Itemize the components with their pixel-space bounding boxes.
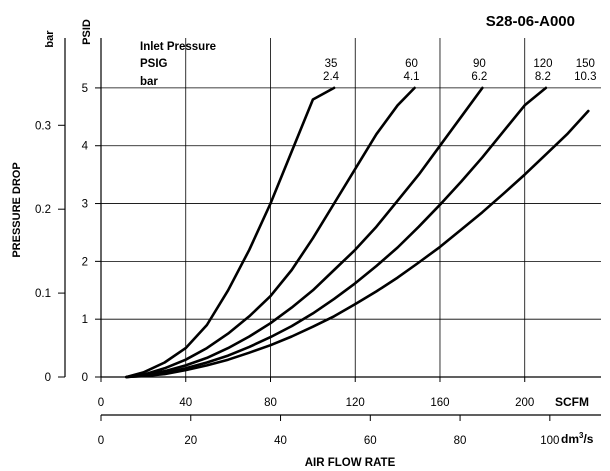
- legend-psig-label: PSIG: [140, 58, 168, 70]
- grid-lines: [101, 38, 601, 377]
- x-tick-label: 40: [179, 397, 192, 409]
- chart-title: S28-06-A000: [486, 13, 575, 30]
- series-layer: [125, 86, 590, 379]
- y-tick-label: 5: [82, 83, 88, 95]
- bar-tick-label: 0.1: [35, 288, 51, 300]
- series-psig-label: 150: [576, 58, 595, 70]
- tick-labels: 0 40 80 120 160 200 0 1 2 3 4 5 0 0.1 0.2 0.3 0 20 40 60 80 1…: [35, 83, 559, 447]
- bar-tick-label: 0: [45, 372, 51, 384]
- y-tick-label: 0: [82, 372, 88, 384]
- series-psig-label: 60: [405, 58, 418, 70]
- series-bar-label: 8.2: [535, 71, 551, 83]
- x-axis-title: AIR FLOW RATE: [305, 457, 396, 469]
- y-axis-title: PRESSURE DROP: [11, 162, 23, 257]
- x-tick-label: 80: [264, 397, 277, 409]
- dm3s-tick-label: 80: [454, 435, 467, 447]
- series-bar-label: 10.3: [574, 71, 596, 83]
- series-bar-label: 2.4: [323, 71, 340, 83]
- dm3s-tick-label: 20: [184, 435, 197, 447]
- x-tick-label: 0: [98, 397, 104, 409]
- y-tick-label: 4: [82, 141, 89, 153]
- tick-marks: [58, 87, 551, 421]
- x-tick-label: 120: [346, 397, 365, 409]
- dm3s-tick-label: 40: [274, 435, 287, 447]
- y-tick-label: 2: [82, 256, 88, 268]
- scfm-unit-label: SCFM: [555, 395, 589, 409]
- series-line-120-psig: [125, 86, 548, 379]
- series-line-90-psig: [125, 86, 484, 379]
- dm3s-tick-label: 100: [540, 435, 559, 447]
- series-psig-label: 35: [325, 58, 338, 70]
- legend-bar-label: bar: [140, 76, 158, 88]
- x-tick-label: 200: [515, 397, 534, 409]
- legend-title: Inlet Pressure: [140, 41, 216, 53]
- series-bar-label: 6.2: [471, 71, 487, 83]
- dm3s-tick-label: 60: [364, 435, 377, 447]
- x-tick-label: 160: [430, 397, 449, 409]
- series-line-60-psig: [125, 86, 416, 379]
- series-line-35-psig: [125, 86, 336, 379]
- series-line-150-psig: [125, 109, 590, 379]
- y-tick-label: 1: [82, 314, 88, 326]
- y-tick-label: 3: [82, 199, 88, 211]
- series-bar-label: 4.1: [404, 71, 420, 83]
- bar-unit-label: bar: [44, 30, 56, 48]
- bar-tick-label: 0.3: [35, 120, 51, 132]
- dm3s-unit-label: dm3/s: [561, 431, 594, 446]
- psid-unit-label: PSID: [81, 19, 93, 45]
- bar-tick-label: 0.2: [35, 204, 51, 216]
- dm3s-tick-label: 0: [98, 435, 104, 447]
- series-psig-label: 90: [473, 58, 486, 70]
- series-psig-label: 120: [533, 58, 552, 70]
